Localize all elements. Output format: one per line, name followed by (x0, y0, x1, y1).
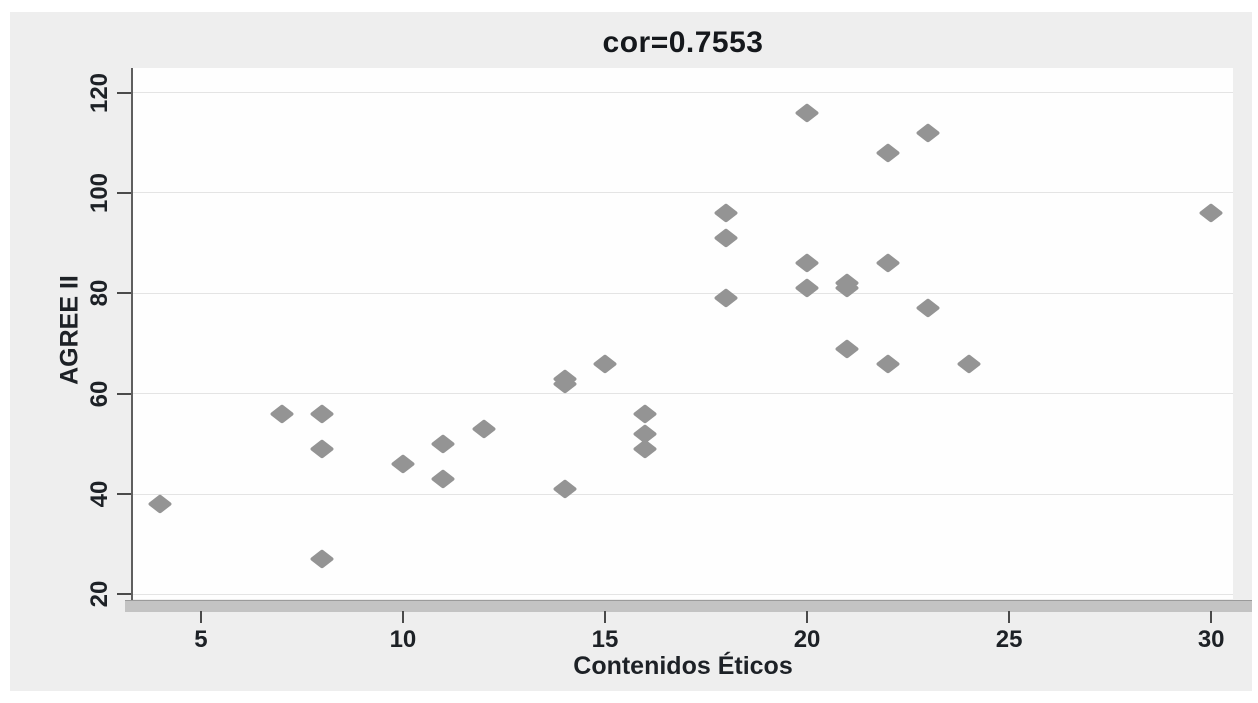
x-tick-label: 15 (591, 626, 619, 653)
y-tick-mark (117, 493, 131, 496)
y-tick-label: 20 (86, 581, 113, 608)
chart-title: cor=0.7553 (602, 26, 764, 59)
y-tick-mark (117, 593, 131, 596)
y-tick-label: 60 (86, 380, 113, 408)
x-tick-mark (604, 611, 606, 623)
horizontal-gridline (133, 192, 1233, 194)
x-tick-label: 30 (1197, 626, 1225, 653)
y-tick-mark (117, 91, 131, 94)
x-tick-label: 5 (194, 626, 208, 653)
x-tick-mark (199, 611, 202, 623)
plot-area (133, 68, 1233, 599)
y-axis-title: AGREE II (55, 275, 84, 385)
y-tick-label: 40 (86, 480, 113, 508)
x-tick-mark (806, 611, 809, 623)
x-tick-mark (1008, 611, 1011, 623)
y-tick-mark (117, 392, 131, 395)
y-tick-label: 100 (86, 172, 113, 213)
horizontal-gridline (133, 292, 1233, 294)
x-axis-title: Contenidos Éticos (573, 652, 793, 680)
y-tick-label: 80 (86, 279, 113, 307)
horizontal-gridline (133, 92, 1233, 94)
x-tick-mark (1210, 611, 1213, 623)
x-tick-mark (401, 611, 404, 623)
horizontal-gridline (133, 493, 1233, 495)
x-axis-line (125, 600, 1252, 612)
y-tick-mark (117, 292, 131, 295)
x-tick-label: 25 (995, 626, 1023, 653)
x-tick-label: 20 (793, 626, 821, 653)
horizontal-gridline (133, 593, 1233, 595)
y-axis-line (131, 68, 133, 611)
y-tick-mark (117, 191, 131, 194)
y-tick-label: 120 (86, 72, 113, 113)
horizontal-gridline (133, 393, 1233, 395)
x-tick-label: 10 (389, 626, 417, 653)
